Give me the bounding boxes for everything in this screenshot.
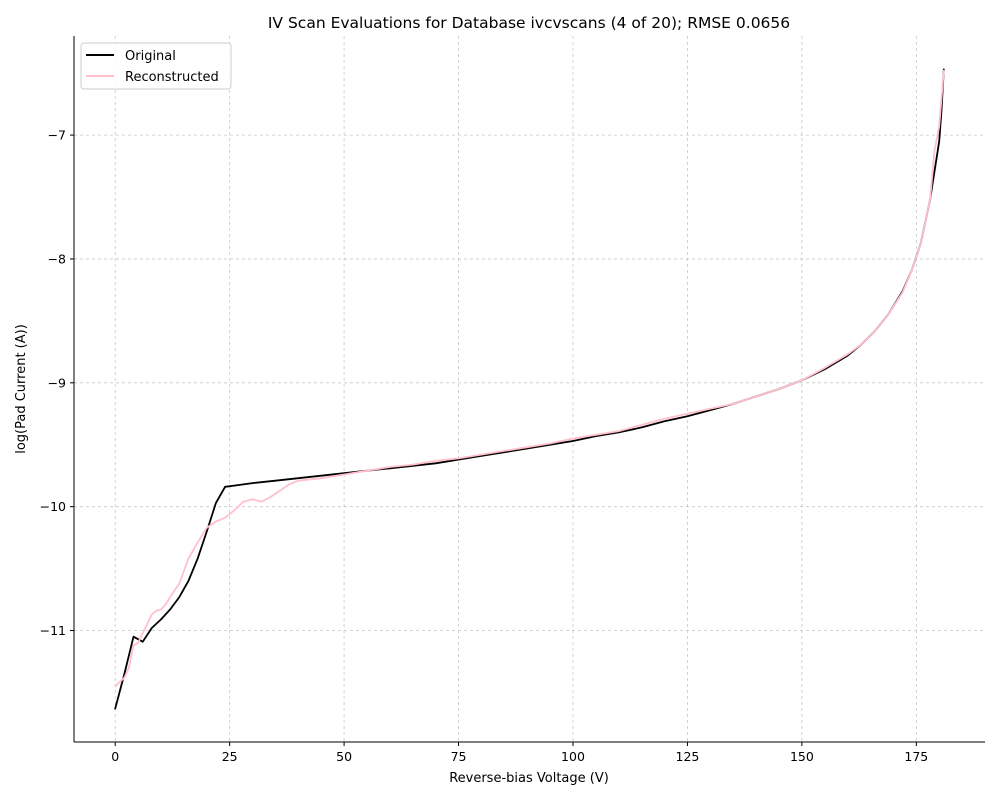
x-tick-label: 150 xyxy=(790,749,814,764)
legend-label-original: Original xyxy=(125,49,176,64)
x-tick-label: 100 xyxy=(561,749,585,764)
axes xyxy=(73,36,985,743)
legend-box xyxy=(80,42,232,90)
x-tick-label: 125 xyxy=(676,749,700,764)
plot-lines xyxy=(114,68,945,710)
y-tick-label: −9 xyxy=(48,375,66,390)
x-tick-label: 25 xyxy=(222,749,238,764)
y-tick-label: −11 xyxy=(40,623,66,638)
legend: Original Reconstructed xyxy=(80,42,232,90)
chart-title: IV Scan Evaluations for Database ivcvsca… xyxy=(268,14,790,32)
y-axis-label: log(Pad Current (A)) xyxy=(14,324,29,454)
x-axis-label: Reverse-bias Voltage (V) xyxy=(449,771,609,786)
x-tick-label: 50 xyxy=(336,749,352,764)
ticks: 0 25 50 75 100 125 150 175 −11 −10 −9 −8 −7 xyxy=(40,128,929,764)
series-line-reconstructed xyxy=(114,69,945,688)
legend-label-reconstructed: Reconstructed xyxy=(125,70,219,85)
y-tick-label: −8 xyxy=(48,251,66,266)
y-tick-label: −7 xyxy=(48,128,66,143)
x-tick-label: 0 xyxy=(111,749,119,764)
y-tick-label: −10 xyxy=(40,499,66,514)
x-tick-label: 75 xyxy=(451,749,467,764)
x-tick-label: 175 xyxy=(904,749,928,764)
grid xyxy=(74,36,985,742)
